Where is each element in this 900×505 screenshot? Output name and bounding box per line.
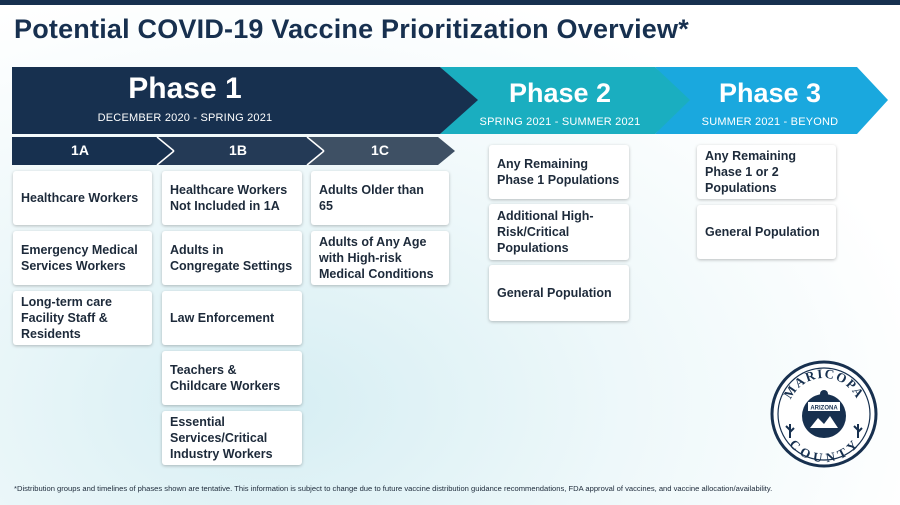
phase-3-dates: SUMMER 2021 - BEYOND bbox=[701, 116, 839, 128]
group-card: Long-term care Facility Staff & Resident… bbox=[13, 291, 152, 345]
group-card: Adults in Congregate Settings bbox=[162, 231, 302, 285]
group-card: Law Enforcement bbox=[162, 291, 302, 345]
group-card: General Population bbox=[697, 205, 836, 259]
phase-2-arrow bbox=[440, 67, 690, 134]
subphase-1c-arrow bbox=[307, 137, 455, 165]
phase-1-dates: DECEMBER 2020 - SPRING 2021 bbox=[97, 112, 273, 124]
group-card: Healthcare Workers Not Included in 1A bbox=[162, 171, 302, 225]
seal-center-text: ARIZONA bbox=[810, 406, 838, 412]
phase-1-title: Phase 1 bbox=[128, 72, 242, 105]
group-card: Healthcare Workers bbox=[13, 171, 152, 225]
phase-arrows bbox=[12, 67, 888, 166]
group-card: Adults Older than 65 bbox=[311, 171, 449, 225]
top-bar bbox=[0, 0, 900, 5]
phase-2-dates: SPRING 2021 - SUMMER 2021 bbox=[479, 116, 641, 128]
group-card: General Population bbox=[489, 265, 629, 321]
group-card: Any Remaining Phase 1 or 2 Populations bbox=[697, 145, 836, 199]
subphase-1b-label: 1B bbox=[229, 142, 247, 158]
cactus-icon bbox=[853, 424, 863, 438]
subphase-1c-label: 1C bbox=[371, 142, 389, 158]
group-card: Emergency Medical Services Workers bbox=[13, 231, 152, 285]
page-title: Potential COVID-19 Vaccine Prioritizatio… bbox=[14, 14, 689, 44]
maricopa-county-seal: MARICOPA COUNTY ARIZONA bbox=[770, 360, 878, 468]
group-card: Teachers & Childcare Workers bbox=[162, 351, 302, 405]
group-card: Adults of Any Age with High-risk Medical… bbox=[311, 231, 449, 285]
phase-3-arrow bbox=[655, 67, 888, 134]
cactus-icon bbox=[785, 424, 795, 438]
group-card: Additional High-Risk/Critical Population… bbox=[489, 204, 629, 260]
footnote: *Distribution groups and timelines of ph… bbox=[14, 484, 773, 493]
subphase-1b-arrow bbox=[157, 137, 324, 165]
subphase-1a-label: 1A bbox=[71, 142, 89, 158]
subphase-1a-arrow bbox=[12, 137, 174, 165]
group-card: Any Remaining Phase 1 Populations bbox=[489, 145, 629, 199]
phase-2-title: Phase 2 bbox=[508, 78, 612, 108]
group-card: Essential Services/Critical Industry Wor… bbox=[162, 411, 302, 465]
phase-3-title: Phase 3 bbox=[718, 78, 822, 108]
phase-1-arrow bbox=[12, 67, 478, 134]
